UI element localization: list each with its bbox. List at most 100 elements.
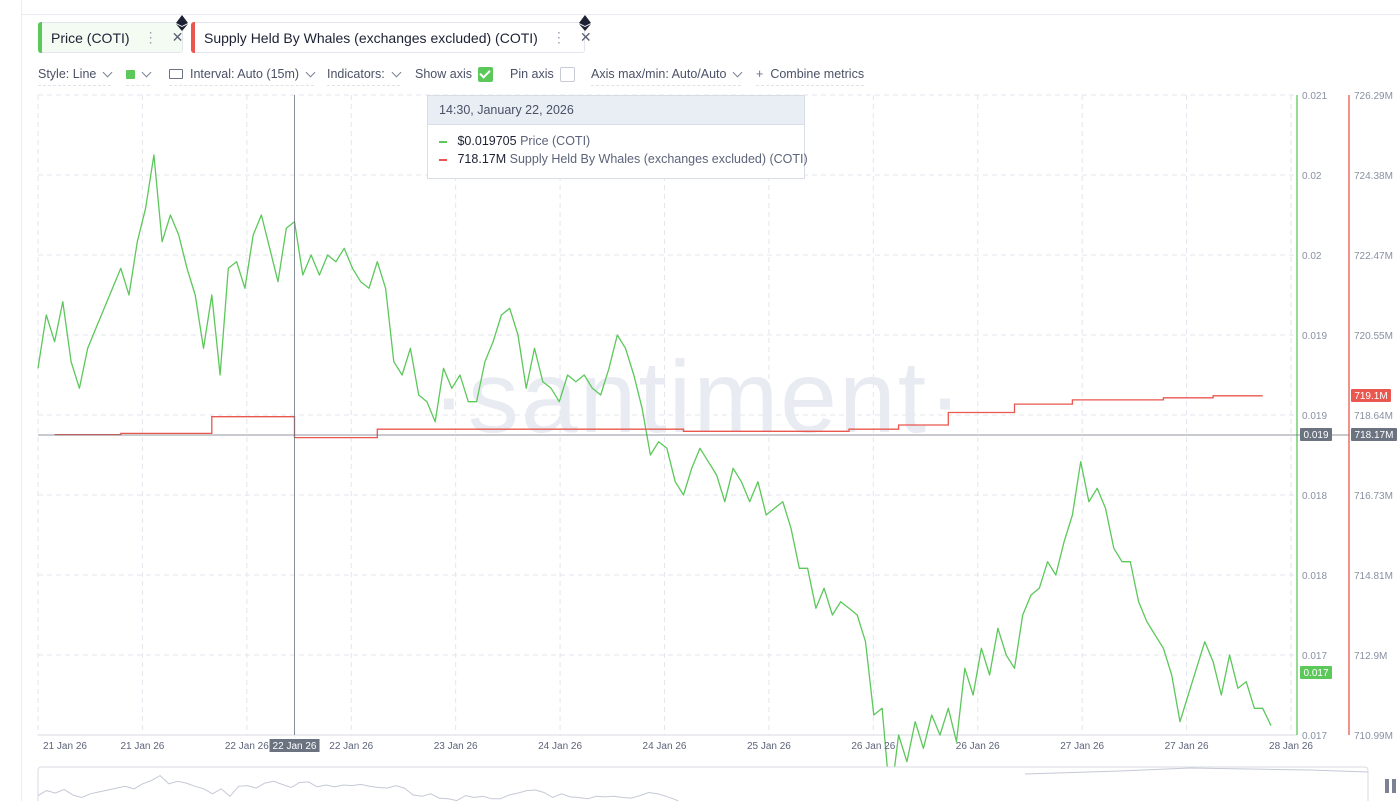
x-tick-label: 24 Jan 26 [538, 741, 582, 752]
style-label: Style: Line [38, 67, 97, 81]
y-right-tick-label: 722.47M [1354, 251, 1393, 262]
whales-crosshair-badge-bg [1351, 428, 1397, 441]
y-left-tick-label: 0.017 [1302, 651, 1327, 662]
ruler-icon [169, 69, 183, 79]
x-tick-label: 21 Jan 26 [120, 741, 164, 752]
whales-last-badge: 719.1M [1354, 391, 1387, 402]
y-left-tick-label: 0.021 [1302, 91, 1327, 102]
whales-crosshair-badge: 718.17M [1355, 430, 1394, 441]
tooltip-series-name: Price (COTI) [520, 134, 591, 148]
price-crosshair-badge: 0.019 [1303, 430, 1328, 441]
show-axis-checkbox[interactable] [477, 66, 493, 82]
pin-axis-checkbox[interactable] [559, 66, 575, 82]
metric-color-bar [191, 22, 195, 53]
ethereum-icon [579, 15, 591, 31]
y-right-tick-label: 710.99M [1354, 731, 1393, 742]
y-right-tick-label: 724.38M [1354, 171, 1393, 182]
interval-label: Interval: Auto (15m) [190, 67, 300, 81]
legend-line-icon [439, 140, 447, 143]
y-left-tick-label: 0.018 [1302, 571, 1327, 582]
close-icon[interactable]: ✕ [171, 29, 184, 45]
y-right-tick-label: 714.81M [1354, 571, 1393, 582]
interval-dropdown[interactable]: Interval: Auto (15m) [169, 63, 316, 86]
y-left-tick-label: 0.019 [1302, 411, 1327, 422]
navigator-whales-line [1024, 767, 1369, 775]
ethereum-icon [176, 15, 188, 31]
y-left-tick-label: 0.019 [1302, 331, 1327, 342]
metric-color-bar [38, 22, 42, 53]
tooltip-date: 14:30, January 22, 2026 [428, 96, 804, 125]
vertical-dots-icon[interactable]: ⋮ [551, 29, 566, 45]
x-tick-label: 26 Jan 26 [851, 741, 895, 752]
indicators-dropdown[interactable]: Indicators: [327, 63, 402, 86]
whales-step-line [54, 395, 1263, 439]
combine-metrics-button[interactable]: + Combine metrics [756, 63, 865, 86]
navigator-price-line [37, 774, 680, 801]
legend-line-icon [439, 158, 447, 161]
pin-axis-toggle[interactable]: Pin axis [510, 63, 575, 85]
y-left-tick-label: 0.02 [1302, 171, 1322, 182]
y-right-tick-label: 712.9M [1354, 651, 1387, 662]
color-dropdown[interactable] [126, 63, 152, 86]
tooltip-row-price: $0.019705 Price (COTI) [439, 134, 590, 148]
tooltip-series-name: Supply Held By Whales (exchanges exclude… [509, 152, 808, 166]
y-right-tick-label: 720.55M [1354, 331, 1393, 342]
y-left-tick-label: 0.02 [1302, 251, 1322, 262]
price-line [37, 154, 1272, 801]
crosshair: 22 Jan 26 [38, 95, 1349, 752]
tooltip-row-whales: 718.17M Supply Held By Whales (exchanges… [439, 152, 808, 166]
vertical-dots-icon[interactable]: ⋮ [143, 29, 158, 45]
crosshair-x-label: 22 Jan 26 [273, 741, 317, 752]
santiment-watermark: ·santiment· [432, 340, 964, 454]
pause-icon[interactable] [1385, 779, 1397, 793]
tooltip-value: 718.17M [457, 152, 507, 166]
style-dropdown[interactable]: Style: Line [38, 63, 113, 86]
pin-axis-label: Pin axis [510, 67, 554, 81]
chart-axes [38, 95, 1350, 736]
y-right-tick-label: 726.29M [1354, 91, 1393, 102]
y-left-tick-label: 0.018 [1302, 491, 1327, 502]
plus-icon: + [756, 67, 764, 81]
x-tick-label: 24 Jan 26 [643, 741, 687, 752]
metric-chip-price[interactable]: Price (COTI) ⋮ ✕ [38, 15, 188, 53]
x-tick-label: 23 Jan 26 [434, 741, 478, 752]
chart-series [37, 154, 1272, 801]
metric-chip-whales[interactable]: Supply Held By Whales (exchanges exclude… [191, 15, 592, 53]
indicators-label: Indicators: [327, 67, 385, 81]
tooltip-value: $0.019705 [457, 134, 517, 148]
close-icon[interactable]: ✕ [579, 29, 592, 45]
y-right-tick-label: 718.64M [1354, 411, 1393, 422]
x-tick-label: 27 Jan 26 [1060, 741, 1104, 752]
app-left-rail [0, 0, 22, 801]
show-axis-label: Show axis [415, 67, 472, 81]
axis-minmax-label: Axis max/min: Auto/Auto [591, 67, 727, 81]
axis-labels: 0.021 0.02 0.02 0.019 0.019 0.018 0.018 0.017 0.… [43, 91, 1393, 752]
x-tick-label: 25 Jan 26 [747, 741, 791, 752]
app-top-border [21, 0, 1400, 15]
x-tick-label: 27 Jan 26 [1165, 741, 1209, 752]
price-last-badge-bg [1300, 666, 1332, 679]
metric-chip-label: Supply Held By Whales (exchanges exclude… [204, 29, 538, 46]
color-swatch [126, 69, 135, 79]
metric-chip-label: Price (COTI) [51, 29, 130, 46]
crosshair-x-badge [269, 739, 320, 752]
show-axis-toggle[interactable]: Show axis [415, 63, 493, 85]
axis-badges: 0.019 718.17M 0.017 719.1M [1300, 389, 1397, 679]
price-last-badge: 0.017 [1303, 668, 1328, 679]
x-tick-label: 21 Jan 26 [43, 741, 87, 752]
x-tick-label: 22 Jan 26 [225, 741, 269, 752]
range-navigator [37, 766, 1369, 801]
chart-tooltip: 14:30, January 22, 2026 $0.019705 Price … [427, 95, 808, 179]
whales-last-badge-bg [1351, 389, 1391, 402]
combine-metrics-label: Combine metrics [770, 67, 865, 81]
x-tick-label: 28 Jan 26 [1269, 741, 1313, 752]
x-tick-label: 26 Jan 26 [956, 741, 1000, 752]
axis-minmax-dropdown[interactable]: Axis max/min: Auto/Auto [591, 63, 743, 86]
x-tick-label: 22 Jan 26 [329, 741, 373, 752]
navigator-frame [37, 766, 1369, 801]
y-left-tick-label: 0.017 [1302, 731, 1327, 742]
chart-grid [37, 94, 1297, 736]
price-crosshair-badge-bg [1300, 428, 1332, 441]
y-right-tick-label: 716.73M [1354, 491, 1393, 502]
